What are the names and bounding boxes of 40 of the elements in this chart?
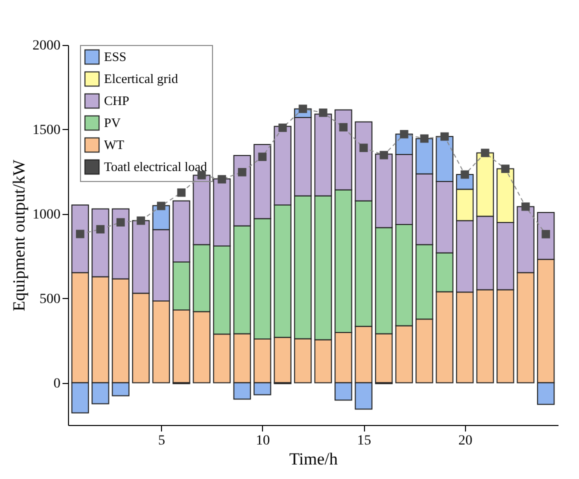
x-tick-label: 15 bbox=[357, 434, 372, 448]
point bbox=[440, 132, 449, 141]
x-tick-label: 10 bbox=[256, 434, 270, 448]
legend-label: Toatl electrical load bbox=[104, 159, 208, 174]
y-tick-label: 0 bbox=[54, 376, 60, 392]
y-tick-label: 500 bbox=[40, 292, 60, 307]
point bbox=[318, 108, 328, 117]
x-tick-label: 20 bbox=[458, 434, 472, 448]
point bbox=[218, 175, 226, 184]
y-axis-title: Equipment output/kW bbox=[10, 158, 28, 312]
x-axis-title: Time/h bbox=[289, 450, 338, 468]
point bbox=[400, 130, 408, 138]
y-tick-label: 1500 bbox=[32, 122, 60, 138]
point bbox=[521, 202, 530, 211]
point bbox=[258, 152, 267, 161]
legend-label: WT bbox=[104, 137, 124, 152]
point bbox=[197, 171, 206, 180]
legend-label: PV bbox=[104, 115, 122, 130]
point bbox=[116, 218, 125, 227]
point bbox=[278, 124, 287, 132]
legend-label: CHP bbox=[104, 93, 130, 108]
x-tick-label: 5 bbox=[158, 434, 166, 448]
legend-label: ESS bbox=[104, 49, 126, 64]
point bbox=[542, 230, 550, 238]
point bbox=[420, 134, 429, 143]
point bbox=[96, 225, 105, 234]
point bbox=[359, 144, 368, 152]
y-tick-label: 2000 bbox=[32, 38, 60, 54]
point bbox=[177, 188, 186, 197]
point bbox=[480, 148, 490, 158]
legend-label: Elcertical grid bbox=[104, 71, 178, 86]
point bbox=[501, 164, 510, 173]
point bbox=[76, 230, 84, 238]
y-tick-label: 1000 bbox=[32, 207, 60, 222]
point bbox=[460, 170, 470, 179]
point bbox=[380, 150, 388, 160]
point bbox=[339, 123, 348, 132]
point bbox=[136, 216, 146, 225]
point bbox=[238, 168, 246, 176]
point bbox=[156, 202, 166, 210]
